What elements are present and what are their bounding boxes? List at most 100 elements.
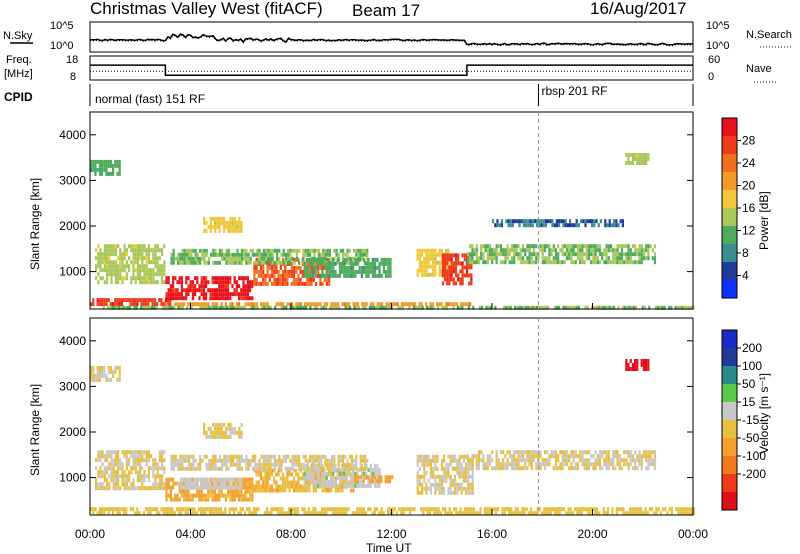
heatmap-cell [268, 488, 271, 493]
heatmap-cell [302, 466, 305, 471]
heatmap-cell [429, 474, 432, 479]
heatmap-cell [125, 272, 128, 277]
heatmap-cell [524, 462, 527, 467]
heatmap-cell [380, 273, 383, 278]
heatmap-cell [259, 265, 263, 270]
heatmap-cell [312, 257, 315, 262]
heatmap-cell [112, 507, 115, 512]
heatmap-cell [260, 260, 263, 265]
heatmap-cell [191, 302, 194, 307]
heatmap-cell [332, 475, 335, 480]
heatmap-cell [653, 252, 657, 257]
heatmap-cell [369, 507, 372, 512]
heatmap-cell [120, 302, 123, 307]
heatmap-cell [279, 273, 282, 278]
heatmap-cell [101, 450, 104, 455]
heatmap-cell [108, 466, 111, 471]
heatmap-cell [227, 489, 230, 494]
heatmap-cell [145, 280, 148, 285]
heatmap-cell [106, 272, 109, 277]
heatmap-cell [188, 485, 192, 490]
heatmap-cell [303, 507, 306, 512]
heatmap-cell [298, 466, 301, 471]
colorbar-tick-label: -15 [742, 413, 760, 427]
heatmap-cell [152, 260, 155, 265]
heatmap-cell [132, 272, 135, 277]
heatmap-cell [482, 256, 485, 261]
heatmap-cell [278, 260, 281, 265]
heatmap-cell [310, 277, 313, 282]
heatmap-cell [367, 483, 370, 488]
heatmap-cell [162, 305, 165, 310]
heatmap-cell [143, 256, 146, 261]
heatmap-cell [194, 284, 197, 289]
heatmap-cell [185, 280, 188, 285]
heatmap-cell [292, 265, 296, 270]
heatmap-cell [522, 219, 525, 224]
heatmap-cell [649, 458, 652, 463]
heatmap-cell [557, 244, 560, 249]
heatmap-cell [319, 261, 322, 266]
heatmap-cell [281, 511, 284, 516]
heatmap-cell [191, 485, 194, 490]
heatmap-cell [634, 244, 637, 249]
heatmap-cell [309, 260, 312, 265]
heatmap-cell [99, 248, 102, 253]
heatmap-cell [106, 268, 109, 273]
heatmap-cell [112, 248, 115, 253]
heatmap-cell [187, 288, 190, 293]
heatmap-cell [218, 220, 221, 225]
heatmap-cell [568, 244, 571, 249]
heatmap-cell [640, 363, 643, 367]
heatmap-cell [425, 462, 428, 467]
heatmap-cell [270, 484, 274, 489]
heatmap-cell [183, 302, 186, 307]
heatmap-cell [645, 454, 648, 459]
heatmap-cell [181, 466, 184, 471]
heatmap-cell [183, 454, 186, 459]
heatmap-cell [326, 248, 329, 253]
heatmap-cell [112, 458, 115, 463]
heatmap-cell [391, 511, 394, 516]
heatmap-cell [259, 472, 263, 477]
heatmap-cell [136, 478, 139, 483]
heatmap-cell [213, 511, 216, 516]
heatmap-cell [322, 466, 325, 471]
heatmap-cell [447, 462, 450, 467]
heatmap-cell [589, 511, 592, 516]
heatmap-cell [438, 268, 441, 273]
heatmap-cell [123, 511, 126, 516]
heatmap-cell [288, 273, 291, 278]
heatmap-cell [107, 305, 110, 310]
heatmap-cell [605, 450, 608, 455]
heatmap-cell [488, 252, 492, 257]
heatmap-cell [629, 462, 632, 467]
heatmap-cell [541, 248, 544, 253]
heatmap-cell [214, 454, 217, 459]
heatmap-cell [170, 458, 173, 463]
heatmap-cell [167, 302, 170, 307]
heatmap-cell [101, 268, 104, 273]
heatmap-cell [616, 260, 619, 265]
heatmap-cell [425, 268, 428, 273]
heatmap-cell [319, 265, 322, 270]
heatmap-cell [625, 161, 628, 165]
heatmap-cell [202, 477, 205, 482]
heatmap-cell [130, 276, 133, 281]
heatmap-cell [224, 507, 227, 512]
heatmap-cell [389, 273, 392, 278]
heatmap-cell [226, 485, 229, 490]
heatmap-cell [115, 305, 118, 310]
heatmap-cell [154, 256, 157, 261]
heatmap-cell [560, 219, 563, 224]
heatmap-cell [180, 284, 183, 289]
heatmap-cell [169, 493, 172, 498]
heatmap-cell [572, 244, 575, 249]
heatmap-cell [203, 256, 206, 261]
heatmap-cell [228, 481, 231, 486]
heatmap-cell [190, 252, 193, 257]
heatmap-cell [495, 458, 498, 463]
heatmap-cell [163, 244, 166, 249]
heatmap-cell [545, 511, 548, 516]
heatmap-cell [273, 466, 276, 471]
